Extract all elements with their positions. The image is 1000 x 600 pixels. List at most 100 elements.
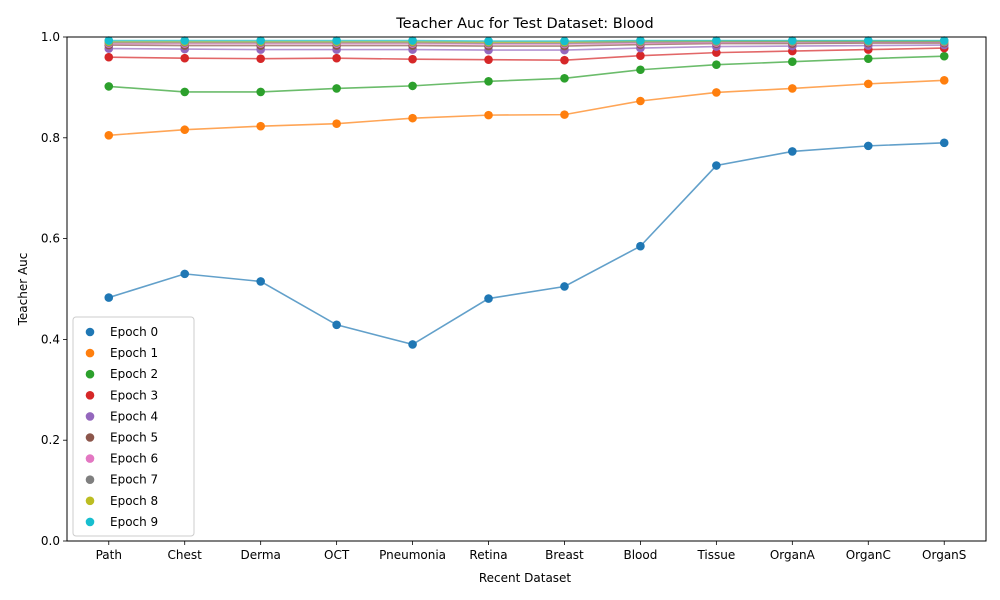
- chart-title: Teacher Auc for Test Dataset: Blood: [395, 16, 653, 32]
- legend-marker: [85, 348, 95, 358]
- axes-frame: [66, 36, 987, 542]
- data-point: [408, 340, 417, 349]
- data-point: [408, 81, 417, 91]
- y-tick-label: 1.0: [41, 30, 60, 44]
- data-point: [256, 121, 265, 131]
- legend-label: Epoch 6: [110, 452, 158, 466]
- legend-label: Epoch 2: [110, 367, 158, 381]
- series-9: [104, 36, 949, 46]
- data-point: [560, 74, 569, 83]
- data-point: [484, 36, 493, 46]
- legend-marker: [85, 496, 95, 506]
- series-line: [108, 79, 945, 137]
- series-1: [104, 76, 949, 140]
- x-axis: Path Chest Derma OCT Pneumonia Retina Breast Bl…: [96, 541, 966, 562]
- legend-label: Epoch 5: [110, 431, 158, 445]
- legend-marker: [85, 327, 95, 337]
- legend-label: Epoch 1: [110, 346, 158, 360]
- x-tick-label: Chest: [168, 548, 203, 562]
- data-point: [104, 36, 114, 45]
- y-tick-label: 0.4: [41, 332, 60, 346]
- series-line: [108, 39, 945, 42]
- data-point: [332, 84, 341, 93]
- x-tick-label: Tissue: [696, 548, 735, 562]
- data-point: [484, 55, 493, 64]
- x-axis-title: Recent Dataset: [479, 571, 572, 585]
- series-line: [108, 44, 945, 51]
- data-point: [256, 54, 265, 63]
- data-point: [712, 36, 721, 45]
- x-tick-label: Blood: [623, 548, 657, 562]
- data-point: [788, 147, 797, 156]
- data-point: [863, 54, 873, 63]
- series-line: [108, 42, 945, 47]
- x-tick-label: Pneumonia: [379, 548, 446, 562]
- data-point: [180, 36, 190, 45]
- data-point: [256, 277, 265, 286]
- data-point: [712, 60, 721, 70]
- x-tick-label: Breast: [545, 548, 584, 562]
- y-tick-label: 0.6: [41, 232, 60, 246]
- data-point: [484, 77, 493, 86]
- data-point: [332, 36, 341, 45]
- legend-label: Epoch 9: [110, 515, 158, 529]
- y-tick-label: 0.2: [41, 433, 60, 447]
- data-point: [180, 269, 190, 279]
- data-point: [560, 55, 569, 65]
- data-point: [332, 119, 341, 128]
- x-tick-label: OrganA: [770, 548, 816, 562]
- data-point: [560, 110, 569, 119]
- data-point: [712, 48, 721, 57]
- legend-label: Epoch 8: [110, 494, 158, 508]
- legend-marker: [85, 454, 95, 463]
- data-point: [104, 82, 114, 91]
- data-point: [180, 125, 190, 135]
- series-3: [104, 43, 949, 65]
- data-point: [104, 52, 114, 62]
- series-line: [108, 142, 945, 346]
- data-point: [180, 53, 190, 63]
- x-tick-label: Retina: [469, 548, 507, 562]
- data-point: [939, 51, 949, 61]
- data-point: [636, 65, 645, 75]
- legend-label: Epoch 4: [110, 409, 158, 423]
- legend-marker: [85, 391, 95, 400]
- data-point: [484, 110, 493, 120]
- data-point: [939, 138, 949, 148]
- y-axis-title: Teacher Auc: [16, 253, 30, 327]
- series-line: [108, 47, 945, 61]
- plot-area: [104, 36, 949, 349]
- y-axis: 0.0 0.2 0.4 0.6 0.8 1.0: [41, 30, 67, 548]
- y-tick-label: 0.8: [41, 131, 60, 145]
- data-point: [180, 87, 190, 97]
- data-point: [636, 51, 645, 60]
- legend: Epoch 0 Epoch 1 Epoch 2 Epoch 3 Epoch 4 Epoch…: [72, 316, 195, 537]
- data-point: [636, 96, 645, 106]
- legend-marker: [85, 433, 95, 442]
- x-tick-label: OrganC: [846, 548, 891, 562]
- data-point: [636, 36, 645, 45]
- data-point: [484, 294, 493, 303]
- legend-marker: [85, 412, 95, 421]
- data-point: [863, 141, 873, 151]
- legend-marker: [85, 517, 95, 527]
- data-point: [256, 87, 265, 97]
- data-point: [939, 36, 949, 45]
- data-point: [560, 36, 569, 46]
- x-tick-label: Path: [96, 548, 122, 562]
- legend-marker: [85, 369, 95, 379]
- x-tick-label: OrganS: [922, 548, 966, 562]
- data-point: [863, 79, 873, 89]
- series-2: [104, 51, 949, 97]
- data-point: [560, 282, 569, 291]
- series-line: [108, 55, 945, 93]
- x-tick-label: Derma: [240, 548, 280, 562]
- data-point: [712, 161, 721, 170]
- data-point: [408, 113, 417, 123]
- data-point: [939, 76, 949, 85]
- data-point: [104, 130, 114, 140]
- y-tick-label: 0.0: [41, 534, 60, 548]
- data-point: [408, 36, 417, 45]
- data-point: [712, 88, 721, 97]
